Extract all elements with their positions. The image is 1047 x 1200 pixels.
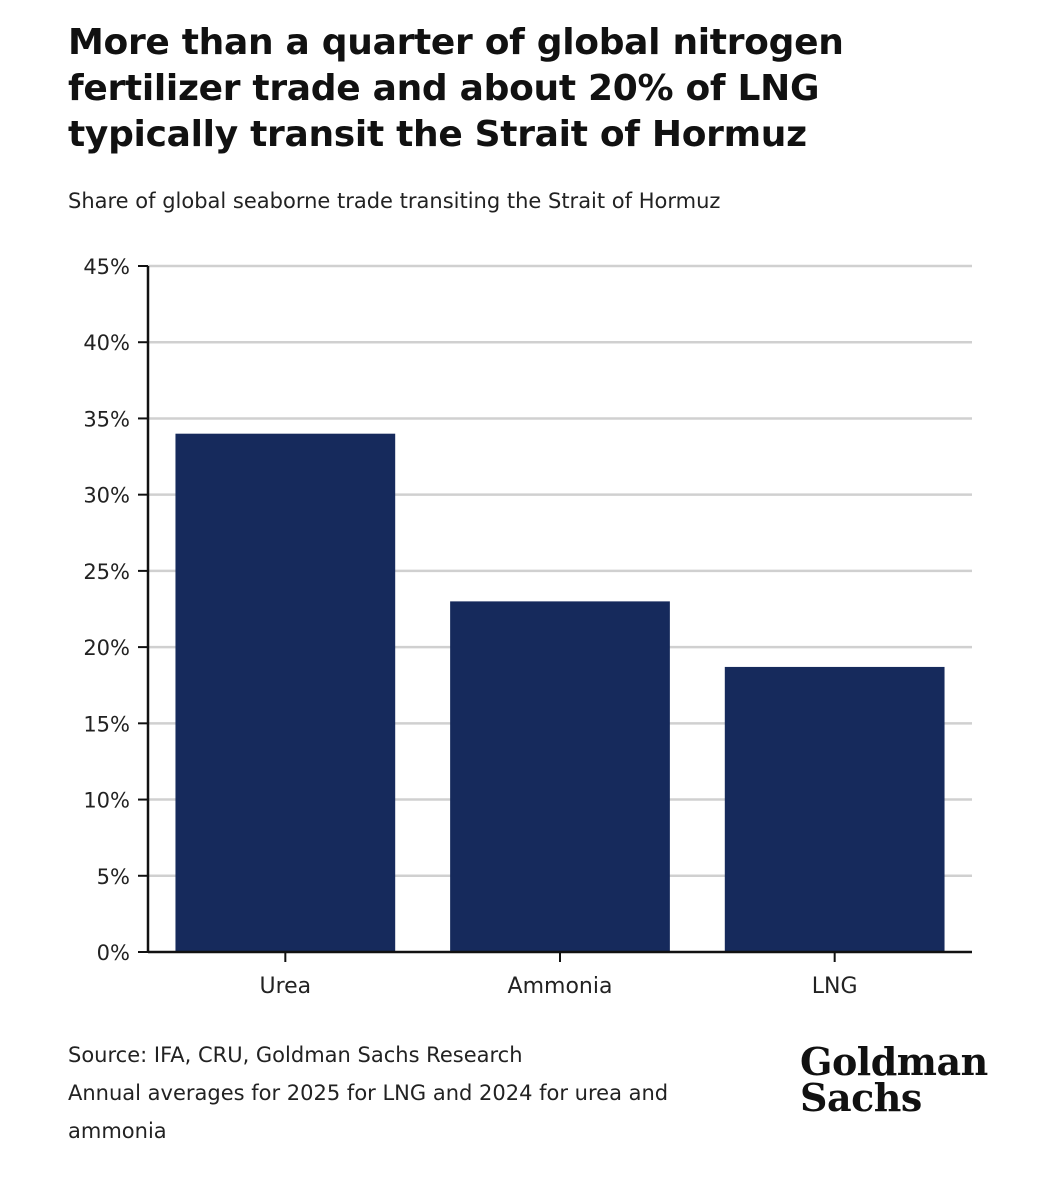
- y-tick-label: 45%: [83, 255, 130, 279]
- y-tick-label: 10%: [83, 789, 130, 813]
- chart-subtitle: Share of global seaborne trade transitin…: [68, 189, 721, 213]
- y-tick-label: 40%: [83, 331, 130, 355]
- bar-urea: [175, 433, 396, 952]
- y-tick-label: 15%: [83, 712, 130, 736]
- logo-line-1: Goldman: [800, 1039, 988, 1084]
- x-tick-label: LNG: [812, 974, 858, 999]
- y-tick-label: 25%: [83, 560, 130, 584]
- y-tick-label: 0%: [97, 941, 130, 965]
- source-line: Source: IFA, CRU, Goldman Sachs Research: [68, 1043, 523, 1067]
- bar-chart: 0% 5% 10% 15% 20% 25% 30% 35% 40% 45% Urea Ammonia L…: [83, 255, 972, 999]
- bar-ammonia: [450, 601, 670, 952]
- y-tick-label: 35%: [83, 407, 130, 431]
- logo-line-2: Sachs: [800, 1075, 922, 1120]
- note-line: Annual averages for 2025 for LNG and 202…: [68, 1081, 669, 1143]
- bar-lng: [724, 666, 945, 952]
- y-tick-label: 5%: [97, 865, 130, 889]
- x-tick-label: Ammonia: [508, 974, 613, 999]
- goldman-sachs-logo: Goldman Sachs: [800, 1039, 990, 1120]
- y-tick-label: 20%: [83, 636, 130, 660]
- y-tick-label: 30%: [83, 484, 130, 508]
- chart-title: More than a quarter of global nitrogen f…: [68, 22, 844, 155]
- source-notes: Source: IFA, CRU, Goldman Sachs Research…: [68, 1036, 768, 1150]
- x-tick-label: Urea: [259, 974, 311, 999]
